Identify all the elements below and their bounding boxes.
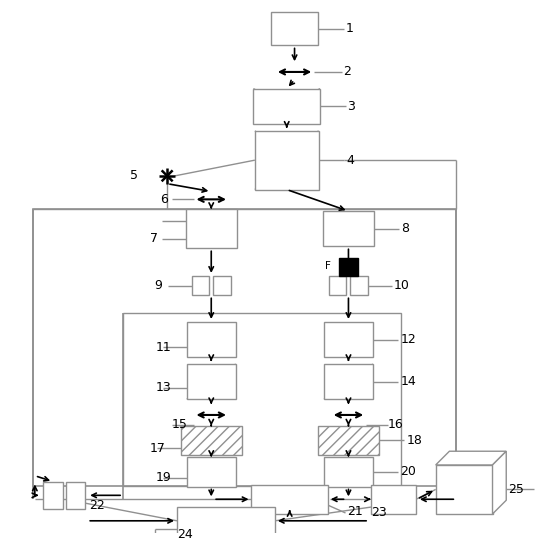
Bar [123, 313, 401, 486]
Text: 12: 12 [401, 333, 416, 346]
Text: 16: 16 [387, 418, 403, 431]
Bar [186, 209, 237, 248]
Text: 8: 8 [401, 222, 409, 235]
Bar [213, 276, 231, 295]
Bar [187, 322, 236, 357]
Bar [66, 482, 86, 509]
Text: 25: 25 [508, 483, 524, 496]
Text: 19: 19 [155, 471, 171, 484]
Text: 6: 6 [160, 193, 168, 206]
Text: 5: 5 [130, 169, 138, 182]
Text: 21: 21 [348, 505, 363, 518]
Text: 18: 18 [406, 434, 422, 447]
Text: 20: 20 [401, 466, 416, 478]
Bar [323, 211, 374, 247]
Text: 7: 7 [150, 232, 159, 245]
Bar [187, 364, 236, 399]
Bar [350, 276, 368, 295]
Bar [181, 426, 241, 455]
Bar [33, 209, 456, 486]
Bar [329, 276, 347, 295]
Polygon shape [435, 451, 506, 465]
Bar [253, 88, 320, 124]
Bar [192, 276, 209, 295]
Text: 22: 22 [89, 499, 105, 512]
Text: 1: 1 [346, 22, 353, 35]
Text: 4: 4 [346, 153, 354, 166]
Bar [435, 465, 493, 514]
Bar [255, 131, 319, 190]
Bar [177, 507, 275, 534]
Text: 23: 23 [371, 506, 387, 519]
Text: 9: 9 [154, 279, 162, 292]
Text: 10: 10 [393, 279, 409, 292]
Bar [371, 485, 416, 514]
Text: F: F [325, 261, 331, 271]
Text: 17: 17 [149, 442, 165, 455]
Bar [324, 364, 373, 399]
Bar [187, 457, 236, 487]
Bar [318, 426, 379, 455]
Text: 11: 11 [155, 341, 171, 354]
Bar [251, 485, 328, 514]
Text: 13: 13 [155, 381, 171, 394]
Text: 14: 14 [401, 375, 416, 388]
Polygon shape [493, 451, 506, 514]
Bar [324, 322, 373, 357]
Bar [324, 457, 373, 487]
Bar [271, 12, 318, 46]
Text: 2: 2 [343, 66, 352, 79]
Text: 15: 15 [172, 418, 188, 431]
Text: 24: 24 [177, 528, 193, 541]
Bar [338, 258, 358, 276]
Text: 3: 3 [348, 100, 355, 113]
Bar [43, 482, 63, 509]
